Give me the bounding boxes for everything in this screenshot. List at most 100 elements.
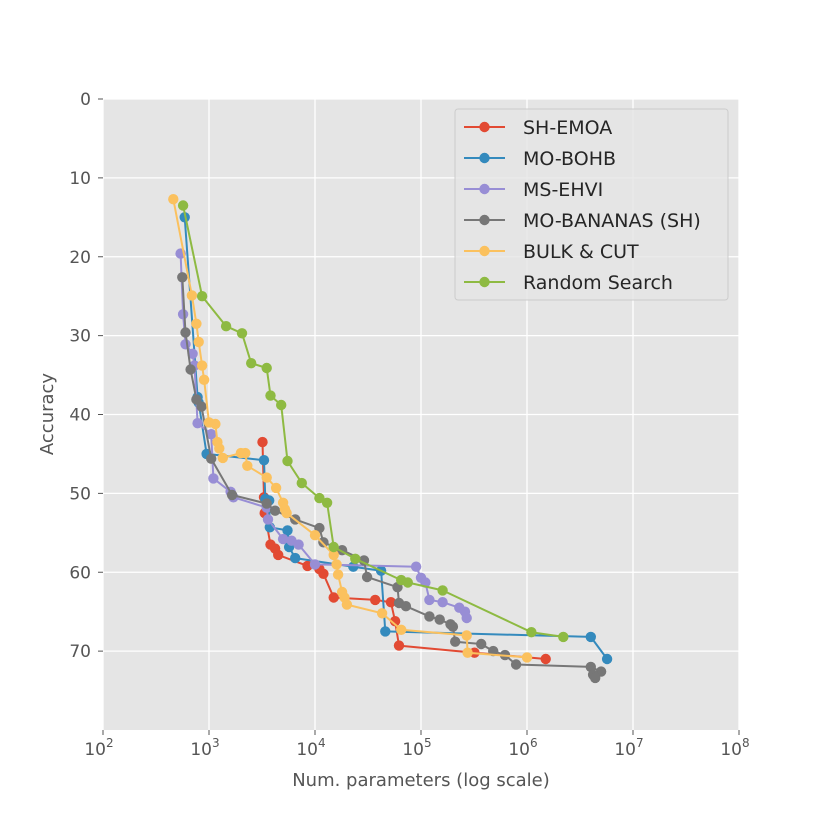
data-point xyxy=(389,616,401,627)
data-point xyxy=(385,597,397,608)
data-point xyxy=(424,611,435,622)
data-point xyxy=(402,577,413,588)
data-point xyxy=(217,452,228,464)
data-point xyxy=(269,505,281,516)
legend-label: SH-EMOA xyxy=(523,117,612,139)
data-point xyxy=(526,627,537,638)
data-point xyxy=(210,418,221,430)
data-point xyxy=(331,559,342,570)
legend-marker xyxy=(479,214,490,226)
data-point xyxy=(437,597,448,608)
data-point xyxy=(476,638,487,650)
data-point xyxy=(273,549,284,561)
y-tick-label: 60 xyxy=(69,563,91,583)
data-point xyxy=(177,200,189,211)
x-tick-label: 107 xyxy=(614,736,643,760)
data-point xyxy=(177,272,188,283)
series-layer xyxy=(168,194,613,684)
series-ms-ehvi xyxy=(175,248,472,624)
data-point xyxy=(208,473,219,484)
x-tick-label: 108 xyxy=(720,736,749,760)
legend-marker xyxy=(479,245,490,257)
data-point xyxy=(348,561,359,572)
data-point xyxy=(601,653,613,665)
data-point xyxy=(168,194,179,205)
x-tick-label: 102 xyxy=(84,736,113,760)
data-point xyxy=(400,601,412,612)
data-point xyxy=(226,489,238,501)
data-point xyxy=(293,539,304,550)
data-point xyxy=(196,360,208,371)
data-point xyxy=(261,498,272,509)
data-point xyxy=(309,530,321,541)
data-point xyxy=(434,614,445,625)
data-point xyxy=(246,358,257,369)
data-point xyxy=(186,290,198,301)
data-point xyxy=(332,569,344,580)
legend-item: SH-EMOA xyxy=(464,117,612,139)
legend-box xyxy=(454,108,729,301)
legend-marker xyxy=(479,276,490,288)
y-tick-label: 50 xyxy=(69,484,91,504)
data-point xyxy=(585,631,596,643)
data-point xyxy=(510,659,522,670)
legend-item: BULK & CUT xyxy=(464,241,639,263)
data-point xyxy=(198,374,210,385)
data-point xyxy=(220,321,232,332)
y-tick-label: 40 xyxy=(69,406,91,426)
data-point xyxy=(521,652,533,663)
data-point xyxy=(321,497,333,508)
data-point xyxy=(424,594,435,606)
data-point xyxy=(180,339,191,350)
data-point xyxy=(450,636,461,647)
legend-label: MS-EHVI xyxy=(523,179,603,201)
data-point xyxy=(290,552,301,564)
data-point xyxy=(258,455,270,466)
data-point xyxy=(314,492,325,504)
legend: SH-EMOA MO-BOHB MS-EHVI MO-BANANAS (SH) BULK… xyxy=(454,108,729,301)
data-point xyxy=(376,608,388,619)
data-point xyxy=(282,525,293,536)
data-point xyxy=(318,568,329,579)
x-axis-label: Num. parameters (log scale) xyxy=(292,770,550,791)
legend-label: MO-BANANAS (SH) xyxy=(523,210,701,232)
data-point xyxy=(206,453,217,464)
axes: 0 10 20 30 40 50 60 70 102 103 104 105 106 107 108 xyxy=(69,90,749,760)
data-point xyxy=(393,640,405,651)
legend-item: MO-BANANAS (SH) xyxy=(464,210,701,232)
x-tick-label: 105 xyxy=(402,736,431,760)
y-axis-label: Accuracy xyxy=(37,373,58,456)
legend-item: MS-EHVI xyxy=(464,179,603,201)
data-point xyxy=(328,549,339,561)
data-point xyxy=(328,592,339,603)
data-point xyxy=(192,418,203,429)
data-point xyxy=(410,561,422,572)
data-point xyxy=(461,630,472,641)
data-point xyxy=(370,594,381,606)
data-point xyxy=(341,599,353,610)
legend-marker xyxy=(479,121,490,133)
legend-marker xyxy=(479,152,490,164)
data-point xyxy=(361,571,373,583)
legend-item: Random Search xyxy=(464,272,673,294)
data-point xyxy=(461,612,472,624)
data-point xyxy=(261,362,272,374)
series-random-search xyxy=(177,200,569,643)
legend-item: MO-BOHB xyxy=(464,148,616,170)
data-point xyxy=(277,533,289,545)
y-tick-label: 30 xyxy=(69,327,91,347)
data-point xyxy=(206,429,217,440)
data-point xyxy=(265,390,276,401)
data-point xyxy=(242,460,253,471)
data-point xyxy=(328,541,339,553)
data-point xyxy=(318,537,329,548)
legend-label: BULK & CUT xyxy=(523,241,639,263)
data-point xyxy=(558,631,569,643)
legend-marker xyxy=(479,183,490,195)
x-tick-label: 103 xyxy=(190,736,219,760)
data-point xyxy=(270,482,282,494)
y-tick-label: 70 xyxy=(69,642,91,662)
data-point xyxy=(240,447,251,459)
data-point xyxy=(177,309,189,320)
